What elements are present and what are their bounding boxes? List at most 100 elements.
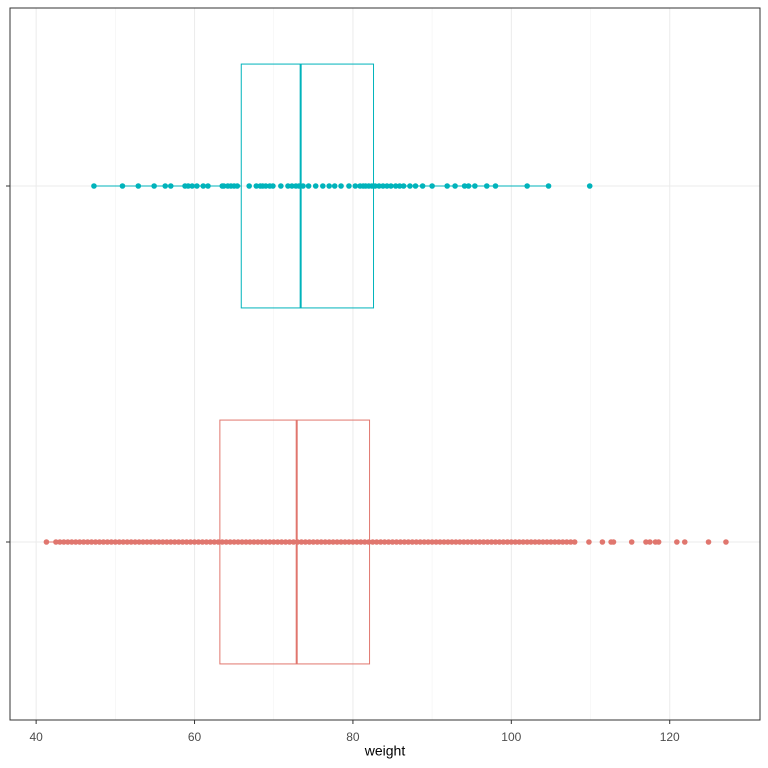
point — [540, 539, 546, 545]
point — [84, 539, 91, 545]
point — [263, 539, 269, 545]
point — [282, 539, 289, 545]
point — [290, 539, 297, 545]
point — [160, 539, 166, 545]
x-axis-title: weight — [364, 743, 406, 759]
point — [331, 183, 338, 189]
point — [508, 539, 515, 545]
point — [372, 183, 378, 189]
point — [425, 539, 431, 545]
point — [135, 183, 142, 189]
point — [381, 539, 388, 545]
point — [322, 539, 329, 545]
point — [599, 539, 606, 545]
point — [200, 183, 207, 189]
point — [476, 539, 483, 545]
point — [496, 539, 503, 545]
point — [346, 539, 352, 545]
point — [647, 539, 653, 545]
point — [65, 539, 71, 545]
point — [373, 539, 380, 545]
point — [251, 539, 257, 545]
point — [417, 539, 424, 545]
point — [187, 539, 194, 545]
point — [464, 539, 471, 545]
point — [384, 183, 390, 189]
point — [338, 183, 344, 189]
point — [259, 539, 265, 545]
point — [156, 539, 162, 545]
point — [484, 539, 491, 545]
point — [148, 539, 154, 545]
point — [320, 183, 326, 189]
point — [211, 539, 218, 545]
point — [433, 539, 439, 545]
point — [167, 539, 174, 545]
point — [504, 539, 511, 545]
point — [162, 183, 169, 189]
point — [705, 539, 712, 545]
point — [175, 539, 182, 545]
point — [369, 539, 376, 545]
point — [405, 539, 412, 545]
point — [532, 539, 538, 545]
point — [183, 539, 190, 545]
point — [227, 539, 233, 545]
point — [128, 539, 134, 545]
x-tick-label: 120 — [660, 730, 680, 744]
point — [189, 183, 195, 189]
point — [457, 539, 463, 545]
x-tick-label: 60 — [188, 730, 202, 744]
point — [342, 539, 348, 545]
point — [354, 539, 360, 545]
point — [444, 183, 450, 189]
point — [421, 539, 428, 545]
point — [278, 539, 285, 545]
point — [61, 539, 67, 545]
point — [104, 539, 111, 545]
point — [231, 539, 237, 545]
point — [306, 539, 313, 545]
point — [116, 539, 123, 545]
point — [108, 539, 115, 545]
point — [144, 539, 150, 545]
point — [185, 183, 191, 189]
point — [318, 539, 325, 545]
point — [389, 539, 396, 545]
point — [544, 539, 550, 545]
point — [326, 539, 332, 545]
point — [350, 539, 356, 545]
point — [140, 539, 146, 545]
point — [278, 183, 284, 189]
point — [274, 539, 281, 545]
point — [167, 183, 174, 189]
x-tick-label: 80 — [346, 730, 360, 744]
point — [191, 539, 198, 545]
point — [397, 539, 404, 545]
point — [330, 539, 336, 545]
point — [563, 539, 570, 545]
point — [296, 183, 302, 189]
point — [235, 539, 241, 545]
point — [305, 183, 312, 189]
point — [219, 539, 226, 545]
point — [492, 539, 499, 545]
point — [247, 539, 253, 545]
x-tick-label: 100 — [501, 730, 521, 744]
point — [480, 539, 487, 545]
point — [365, 539, 372, 545]
point — [298, 539, 305, 545]
point — [674, 539, 680, 545]
point — [453, 539, 459, 545]
point — [548, 539, 554, 545]
point — [152, 539, 158, 545]
point — [221, 183, 227, 189]
point — [628, 539, 635, 545]
point — [545, 183, 552, 189]
point — [203, 539, 210, 545]
point — [205, 183, 211, 189]
point — [380, 183, 386, 189]
point — [556, 539, 562, 545]
point — [419, 183, 426, 189]
panel — [10, 8, 760, 720]
